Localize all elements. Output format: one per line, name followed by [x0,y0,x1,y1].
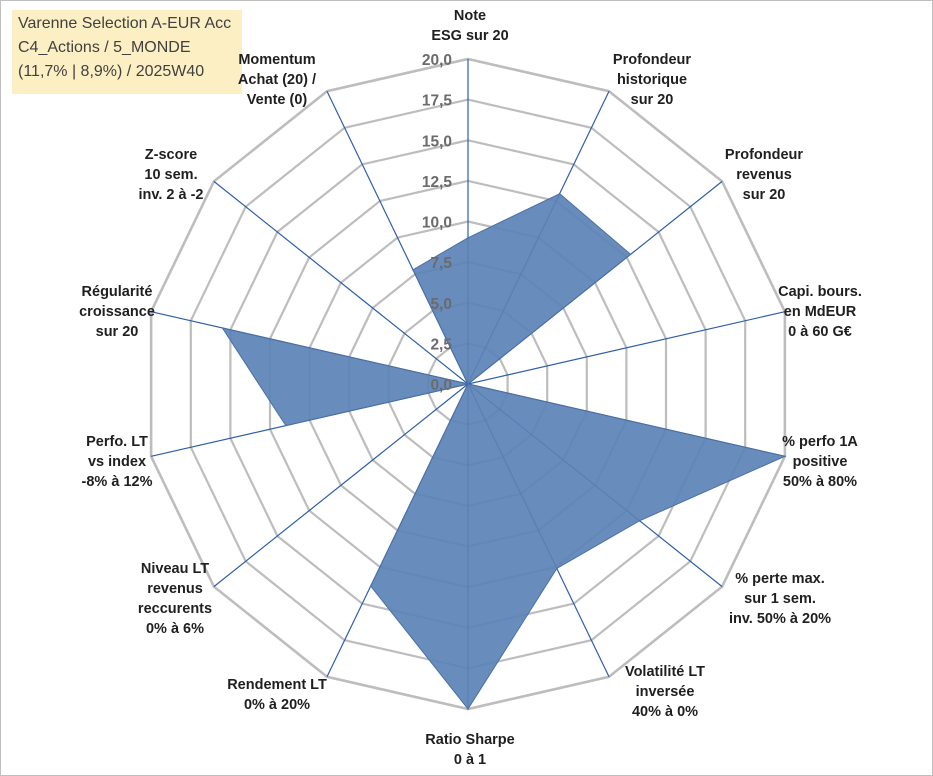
category-label-line: sur 20 [96,324,139,340]
category-label-line: Perfo. LT [86,434,148,450]
series-area [221,193,787,710]
category-label-line: Profondeur [725,147,803,163]
category-label-line: Ratio Sharpe [425,732,514,748]
category-label-line: vs index [88,454,146,470]
category-label: % perte max. sur 1 sem. inv. 50% à 20% [729,571,831,627]
series-point [467,237,469,239]
category-label-line: Momentum [238,52,315,68]
series-point [629,253,632,256]
series-point [467,383,469,385]
tick-label: 0,0 [430,377,452,394]
tick-label: 12,5 [422,174,453,191]
category-label: Profondeur historique sur 20 [613,52,691,108]
category-label-line: 0% à 20% [244,697,310,713]
series-point [369,585,372,587]
category-label-line: revenus [147,581,203,597]
series-point [638,520,641,522]
category-label: Capi. bours. en MdEUR 0 à 60 G€ [778,284,862,340]
category-label-line: inv. 50% à 20% [729,611,831,627]
tick-label: 10,0 [422,215,452,232]
category-label-line: % perfo 1A [782,434,858,450]
category-label-line: % perte max. [735,571,824,587]
chart-title-box: Varenne Selection A-EUR Acc C4_Actions /… [12,10,242,94]
tick-label: 15,0 [422,133,452,150]
category-label-line: 0 à 1 [454,752,486,768]
category-label-line: -8% à 12% [82,474,153,490]
category-label-line: croissance [79,304,155,320]
category-label: Momentum Achat (20) / Vente (0) [238,52,316,108]
radar-tick-labels: 0,0 2,5 5,0 7,5 10,0 12,5 15,0 17,5 20,0 [422,52,453,394]
category-label-line: ESG sur 20 [431,28,508,44]
chart-title-line-1: Varenne Selection A-EUR Acc [18,15,232,32]
category-label: Ratio Sharpe 0 à 1 [425,732,514,768]
category-label-line: 0% à 6% [146,621,204,637]
tick-label: 20,0 [422,52,452,69]
tick-label: 5,0 [430,296,452,313]
category-label: Volatilité LT inversée 40% à 0% [625,664,705,720]
category-label-line: Achat (20) / [238,72,316,88]
series-point [285,424,287,427]
category-label: Niveau LT revenus reccurents 0% à 6% [138,561,212,637]
category-label-line: Note [454,8,486,24]
series-point [556,567,558,570]
series-point [558,192,561,195]
tick-label: 7,5 [430,255,452,272]
radar-category-labels: Note ESG sur 20 Profondeur historique sur 20… [79,8,862,768]
series-point [784,455,786,458]
chart-title-line-3: (11,7% | 8,9%) / 2025W40 [18,63,205,80]
category-label-line: reccurents [138,601,212,617]
radar-spoke [213,383,469,588]
tick-label: 2,5 [430,336,452,353]
category-label-line: sur 1 sem. [744,591,816,607]
category-label-line: en MdEUR [784,304,857,320]
series-point [467,708,469,710]
category-label-line: Niveau LT [141,561,209,577]
category-label-line: Régularité [82,284,153,300]
category-label-line: positive [793,454,848,470]
category-label-line: Capi. bours. [778,284,862,300]
category-label-line: Profondeur [613,52,691,68]
category-label-line: Z-score [145,147,197,163]
category-label: Note ESG sur 20 [431,8,508,44]
category-label-line: revenus [736,167,792,183]
category-label-line: Vente (0) [247,92,308,108]
category-label: Régularité croissance sur 20 [79,284,155,340]
radar-series [221,192,787,710]
category-label-line: inv. 2 à -2 [138,187,203,203]
category-label: Rendement LT 0% à 20% [227,677,327,713]
category-label: Z-score 10 sem. inv. 2 à -2 [138,147,203,203]
category-label-line: Rendement LT [227,677,327,693]
category-label-line: 10 sem. [144,167,197,183]
category-label-line: inversée [636,684,695,700]
series-point [221,327,224,329]
category-label: Profondeur revenus sur 20 [725,147,803,203]
category-label-line: sur 20 [743,187,786,203]
category-label-line: Volatilité LT [625,664,705,680]
category-label: % perfo 1A positive 50% à 80% [782,434,858,490]
category-label-line: sur 20 [631,92,674,108]
category-label-line: historique [617,72,687,88]
category-label: Perfo. LT vs index -8% à 12% [82,434,153,490]
radar-spoke [467,311,786,385]
tick-label: 17,5 [422,93,453,110]
category-label-line: 0 à 60 G€ [788,324,852,340]
radar-spoke [213,180,469,385]
chart-title-line-2: C4_Actions / 5_MONDE [18,39,191,56]
category-label-line: 50% à 80% [783,474,857,490]
category-label-line: 40% à 0% [632,704,698,720]
series-point [412,269,414,271]
